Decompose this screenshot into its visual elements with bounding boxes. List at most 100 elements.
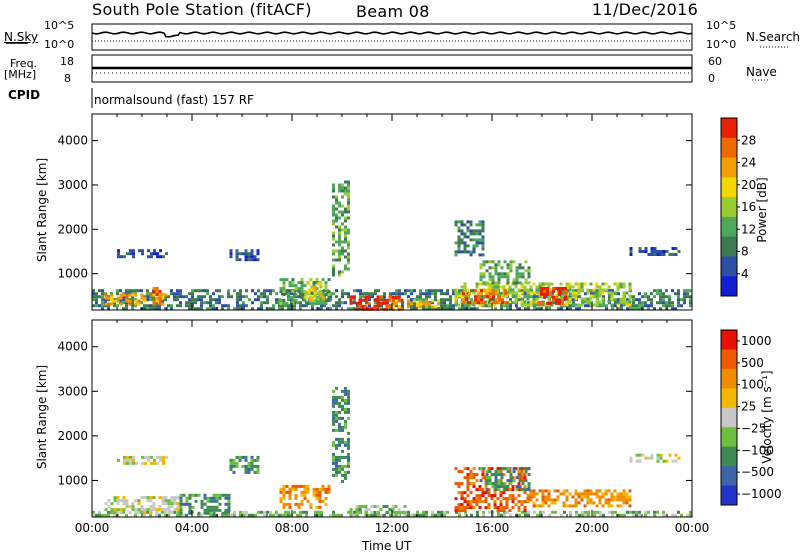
power-cell: [580, 285, 584, 289]
power-cell: [341, 183, 344, 187]
power-cell: [535, 297, 539, 301]
velocity-cell: [224, 493, 228, 497]
power-cell: [463, 235, 467, 239]
power-cell: [543, 292, 546, 296]
velocity-cell: [344, 401, 347, 405]
power-cell: [410, 298, 413, 302]
power-cell: [464, 304, 467, 308]
velocity-cell: [229, 464, 233, 468]
power-cell: [532, 282, 536, 286]
velocity-cell: [143, 513, 146, 517]
velocity-cell: [505, 488, 509, 492]
power-cell: [610, 294, 614, 298]
power-cell: [491, 266, 495, 270]
velocity-colorbar-segment: [721, 427, 737, 448]
velocity-cell: [488, 479, 492, 483]
velocity-cell: [493, 506, 497, 510]
velocity-cell: [656, 453, 660, 457]
power-cell: [361, 298, 365, 302]
power-cell: [309, 278, 313, 282]
velocity-cell: [622, 501, 626, 505]
power-cell: [533, 307, 536, 311]
velocity-cell: [149, 496, 153, 500]
velocity-cell: [487, 503, 491, 507]
velocity-cell: [625, 501, 629, 505]
power-cell: [619, 300, 623, 304]
velocity-cell: [584, 513, 587, 517]
velocity-cell: [526, 497, 530, 501]
power-cell: [327, 299, 331, 303]
velocity-cell: [569, 513, 572, 517]
power-cell: [493, 303, 497, 307]
velocity-cell: [475, 494, 479, 498]
velocity-cell: [144, 461, 147, 465]
velocity-colorbar-tick-label: −25: [741, 421, 766, 435]
velocity-cell: [297, 502, 301, 506]
power-cell: [279, 302, 283, 306]
velocity-cell: [520, 467, 524, 471]
power-cell: [380, 298, 383, 302]
velocity-cell: [341, 416, 344, 420]
velocity-cell: [616, 492, 620, 496]
velocity-cell: [529, 492, 533, 496]
power-cell: [338, 298, 341, 302]
velocity-cell: [296, 513, 299, 517]
velocity-cell: [332, 404, 335, 408]
power-cell: [155, 292, 159, 296]
velocity-cell: [577, 492, 581, 496]
velocity-cell: [553, 498, 557, 502]
power-cell: [478, 282, 482, 286]
velocity-cell: [358, 511, 362, 514]
nsky-tick-top: 10^5: [44, 19, 75, 32]
power-cell: [380, 307, 383, 311]
power-cell: [671, 304, 674, 308]
power-cell: [481, 229, 485, 233]
power-cell: [395, 292, 398, 296]
power-cell: [472, 229, 476, 233]
velocity-cell: [335, 437, 338, 441]
power-cell: [332, 204, 335, 208]
power-cell: [492, 292, 495, 296]
power-cell: [462, 292, 465, 296]
velocity-cell: [155, 508, 159, 512]
velocity-cell: [344, 389, 347, 393]
power-cell: [332, 237, 335, 241]
power-cell: [503, 272, 507, 276]
velocity-cell: [321, 484, 325, 488]
velocity-cell: [532, 501, 536, 505]
power-cell: [305, 304, 308, 308]
velocity-cell: [197, 513, 200, 517]
power-cell: [638, 301, 641, 305]
power-cell: [520, 297, 524, 301]
velocity-cell: [162, 458, 165, 462]
velocity-cell: [364, 508, 368, 511]
velocity-cell: [382, 514, 386, 517]
power-cell: [677, 289, 680, 293]
power-cell: [518, 275, 522, 279]
velocity-cell: [341, 428, 344, 432]
velocity-cell: [475, 473, 479, 477]
velocity-cell: [485, 473, 489, 477]
velocity-cell: [671, 459, 675, 463]
velocity-cell: [244, 470, 248, 474]
power-cell: [341, 270, 344, 274]
velocity-cell: [379, 508, 383, 511]
power-cell: [304, 294, 308, 298]
power-cell: [137, 299, 141, 303]
power-cell: [413, 304, 416, 308]
velocity-cell: [132, 461, 135, 465]
power-cell: [347, 246, 350, 250]
velocity-cell: [454, 482, 458, 486]
power-cell: [653, 250, 657, 253]
power-cell: [341, 292, 344, 296]
power-cell: [104, 293, 108, 297]
velocity-cell: [490, 497, 494, 501]
power-cell: [407, 302, 410, 306]
power-cell: [521, 272, 525, 276]
velocity-cell: [407, 510, 410, 514]
velocity-cell: [500, 473, 504, 477]
power-cell: [341, 301, 344, 305]
velocity-cell: [344, 407, 347, 411]
power-cell: [395, 302, 398, 306]
velocity-cell: [324, 496, 328, 500]
